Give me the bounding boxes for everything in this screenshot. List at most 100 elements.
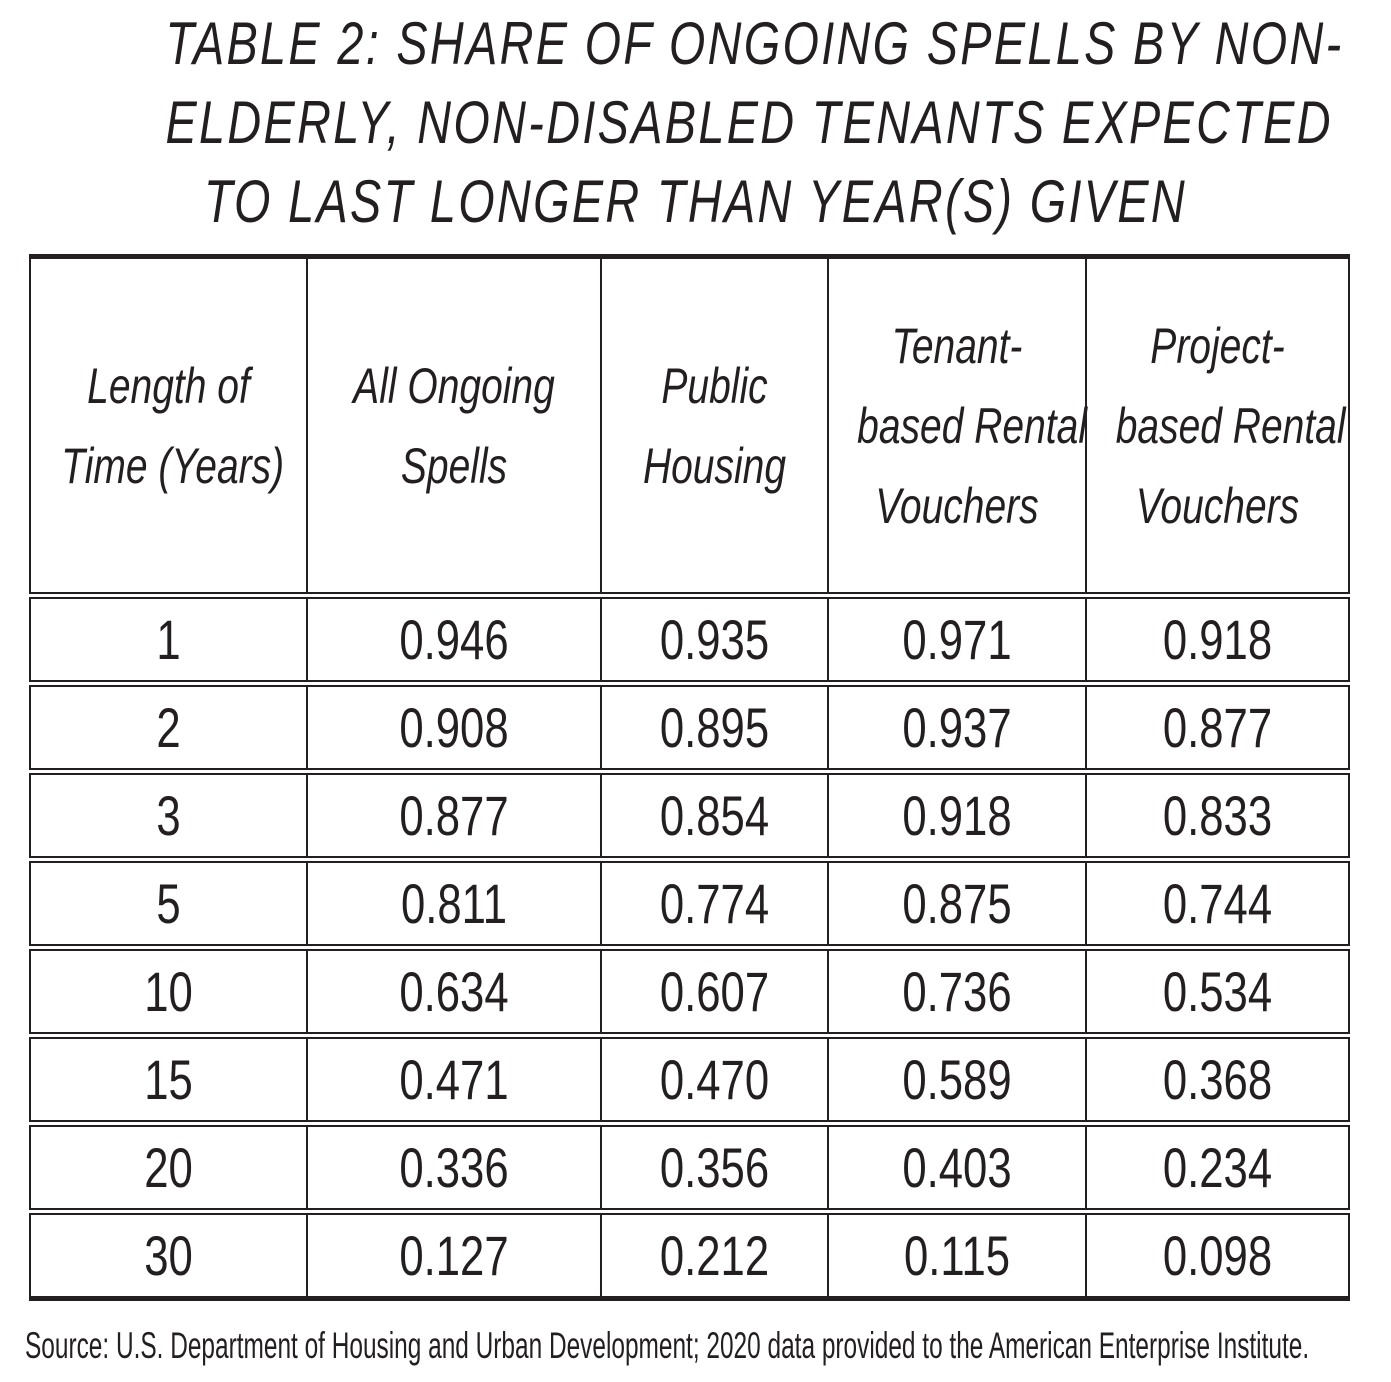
cell-text: 0.356 [659,1136,770,1199]
cell-public-housing: 0.895 [600,683,828,775]
table-row-year-5: 5 0.811 0.774 0.875 0.744 [30,859,1349,951]
cell-text: 0.946 [399,608,509,671]
cell-text: 0.336 [399,1136,509,1199]
table-title: TABLE 2: SHARE OF ONGOING SPELLS BY NON-… [16,4,1375,241]
cell-text: 5 [156,872,181,935]
cell-text: 15 [144,1048,193,1111]
cell-public-housing: 0.470 [600,1035,828,1127]
cell-public-housing: 0.356 [600,1123,828,1215]
column-header-tenant-based-rental-vouchers: Tenant- based Rental Vouchers [827,256,1087,599]
column-header-text: based Rental [1115,397,1346,454]
table-row-year-20: 20 0.336 0.356 0.403 0.234 [30,1123,1349,1215]
cell-project-based: 0.833 [1085,771,1349,863]
cell-all-ongoing-spells: 0.634 [306,947,601,1039]
cell-public-housing: 0.774 [600,859,828,951]
cell-text: 0.877 [399,784,509,847]
cell-project-based: 0.234 [1085,1123,1349,1215]
cell-public-housing: 0.212 [600,1211,828,1299]
cell-years: 15 [30,1035,307,1127]
cell-years: 10 [30,947,307,1039]
header-row: Length of Time (Years) All Ongoing Spell… [30,256,1349,599]
cell-project-based: 0.368 [1085,1035,1349,1127]
cell-text: 0.470 [659,1048,770,1111]
cell-text: 20 [144,1136,193,1199]
cell-years: 1 [30,595,307,687]
cell-text: 3 [156,784,181,847]
cell-tenant-based: 0.589 [827,1035,1086,1127]
column-header-text: All Ongoing [353,357,555,414]
cell-text: 0.607 [659,960,770,1023]
cell-public-housing: 0.854 [600,771,828,863]
table-row-year-2: 2 0.908 0.895 0.937 0.877 [30,683,1349,775]
cell-text: 0.115 [903,1224,1011,1287]
source-note: Source: U.S. Department of Housing and U… [25,1325,1391,1367]
table-body: 1 0.946 0.935 0.971 0.918 2 0.908 0.895 … [30,595,1349,1299]
cell-tenant-based: 0.115 [827,1211,1086,1299]
cell-years: 5 [30,859,307,951]
cell-text: 0.774 [659,872,770,935]
column-header-public-housing: Public Housing [600,256,828,599]
cell-tenant-based: 0.937 [827,683,1086,775]
column-header-text: Vouchers [875,477,1039,534]
cell-project-based: 0.744 [1085,859,1349,951]
cell-text: 30 [144,1224,193,1287]
column-header-text: Housing [642,437,787,494]
cell-text: 0.854 [659,784,770,847]
column-header-length-of-time: Length of Time (Years) [30,256,307,599]
cell-all-ongoing-spells: 0.877 [306,771,601,863]
document-page: TABLE 2: SHARE OF ONGOING SPELLS BY NON-… [0,4,1391,1382]
cell-text: 0.918 [1162,608,1273,671]
cell-text: 0.877 [1162,696,1273,759]
column-header-project-based-rental-vouchers: Project- based Rental Vouchers [1085,256,1349,599]
cell-all-ongoing-spells: 0.127 [306,1211,601,1299]
cell-text: 0.895 [659,696,770,759]
cell-public-housing: 0.607 [600,947,828,1039]
table-header-row: Length of Time (Years) All Ongoing Spell… [30,256,1349,599]
cell-text: 0.918 [902,784,1012,847]
cell-years: 2 [30,683,307,775]
cell-text: 0.212 [659,1224,770,1287]
cell-text: 0.534 [1162,960,1273,1023]
column-header-text: Tenant- [891,317,1023,374]
cell-text: 0.811 [400,872,508,935]
cell-project-based: 0.098 [1085,1211,1349,1299]
cell-text: 0.908 [399,696,509,759]
cell-text: 0.589 [902,1048,1012,1111]
cell-text: 0.833 [1162,784,1273,847]
table-title-line-2: ELDERLY, NON-DISABLED TENANTS EXPECTED [165,89,1333,156]
table-row-year-10: 10 0.634 0.607 0.736 0.534 [30,947,1349,1039]
cell-tenant-based: 0.403 [827,1123,1086,1215]
cell-project-based: 0.534 [1085,947,1349,1039]
cell-text: 0.471 [399,1048,509,1111]
column-header-text: Time (Years) [61,437,285,494]
cell-text: 0.127 [399,1224,509,1287]
column-header-text: Length of [87,357,250,414]
cell-text: 0.935 [659,608,770,671]
cell-all-ongoing-spells: 0.336 [306,1123,601,1215]
cell-text: 0.098 [1162,1224,1273,1287]
cell-years: 30 [30,1212,307,1299]
cell-text: 0.234 [1162,1136,1273,1199]
column-header-text: Spells [400,437,508,494]
cell-text: 0.971 [902,608,1012,671]
cell-text: 0.875 [902,872,1012,935]
table-row-year-30: 30 0.127 0.212 0.115 0.098 [30,1211,1349,1299]
table-row-year-1: 1 0.946 0.935 0.971 0.918 [30,595,1349,687]
source-note-text: Source: U.S. Department of Housing and U… [25,1325,1310,1366]
table-row-year-3: 3 0.877 0.854 0.918 0.833 [30,771,1349,863]
cell-all-ongoing-spells: 0.908 [306,683,601,775]
cell-project-based: 0.918 [1085,595,1349,687]
cell-all-ongoing-spells: 0.946 [306,595,601,687]
table-title-line-1: TABLE 2: SHARE OF ONGOING SPELLS BY NON- [165,10,1344,77]
column-header-text: Public [661,357,768,414]
cell-tenant-based: 0.875 [827,859,1086,951]
cell-years: 3 [30,771,307,863]
cell-all-ongoing-spells: 0.471 [306,1035,601,1127]
column-header-all-ongoing-spells: All Ongoing Spells [306,256,601,599]
cell-text: 0.937 [902,696,1012,759]
cell-project-based: 0.877 [1085,683,1349,775]
cell-tenant-based: 0.971 [827,595,1086,687]
column-header-text: based Rental [857,397,1087,454]
column-header-text: Vouchers [1135,477,1300,534]
cell-all-ongoing-spells: 0.811 [306,859,601,951]
